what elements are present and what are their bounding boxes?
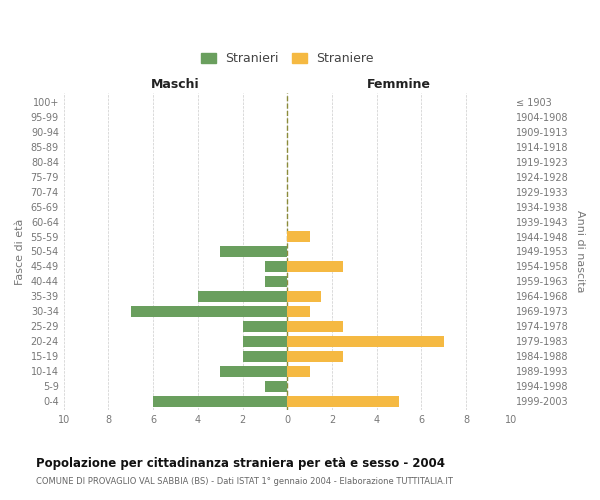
Bar	[287, 321, 343, 332]
Bar	[287, 396, 399, 406]
Bar	[287, 351, 343, 362]
Y-axis label: Anni di nascita: Anni di nascita	[575, 210, 585, 292]
Bar	[131, 306, 287, 316]
Y-axis label: Fasce di età: Fasce di età	[15, 218, 25, 284]
Bar	[198, 291, 287, 302]
Bar	[220, 366, 287, 376]
Bar	[220, 246, 287, 257]
Legend: Stranieri, Straniere: Stranieri, Straniere	[197, 48, 378, 69]
Bar	[287, 336, 443, 346]
Bar	[287, 261, 343, 272]
Bar	[265, 261, 287, 272]
Bar	[242, 351, 287, 362]
Bar	[287, 366, 310, 376]
Bar	[153, 396, 287, 406]
Bar	[287, 306, 310, 316]
Bar	[287, 231, 310, 242]
Text: Maschi: Maschi	[151, 78, 200, 90]
Text: COMUNE DI PROVAGLIO VAL SABBIA (BS) - Dati ISTAT 1° gennaio 2004 - Elaborazione : COMUNE DI PROVAGLIO VAL SABBIA (BS) - Da…	[36, 478, 453, 486]
Text: Popolazione per cittadinanza straniera per età e sesso - 2004: Popolazione per cittadinanza straniera p…	[36, 458, 445, 470]
Bar	[265, 381, 287, 392]
Bar	[242, 336, 287, 346]
Text: Femmine: Femmine	[367, 78, 431, 90]
Bar	[242, 321, 287, 332]
Bar	[265, 276, 287, 287]
Bar	[287, 291, 321, 302]
